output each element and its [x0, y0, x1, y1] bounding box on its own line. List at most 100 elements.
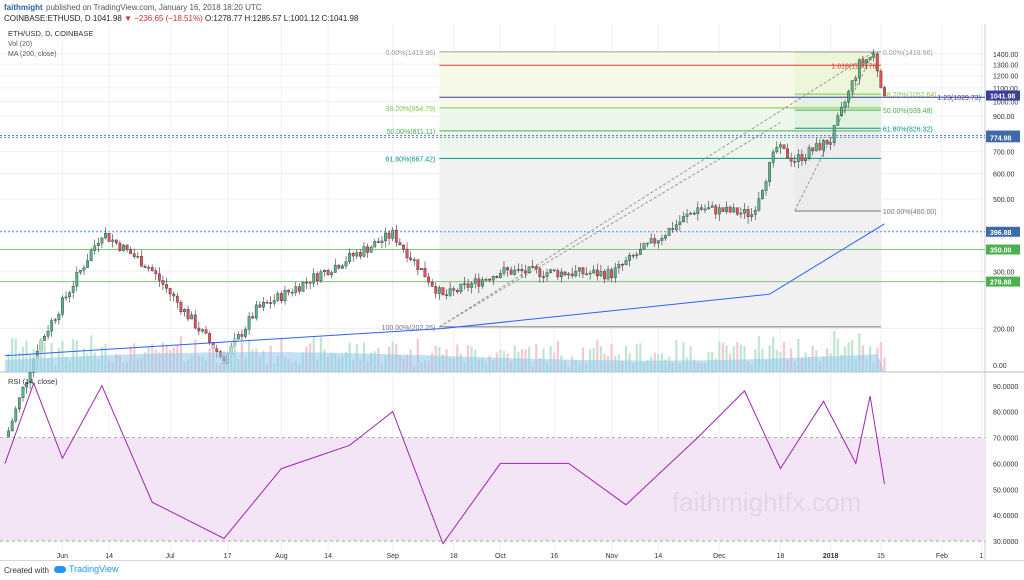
candle-body — [437, 287, 441, 294]
volume-bar — [757, 335, 760, 372]
candle-body — [204, 329, 208, 334]
candle-body — [64, 296, 68, 299]
candle-body — [183, 309, 186, 313]
candle-body — [86, 260, 89, 268]
volume-bar — [25, 340, 28, 372]
indicator-label: Vol (20) — [8, 41, 32, 48]
candle-body — [240, 334, 244, 337]
volume-bar — [836, 338, 839, 372]
candle-body — [21, 386, 25, 398]
candle-body — [581, 267, 585, 275]
candle-body — [588, 272, 592, 275]
time-tick-label: 14 — [324, 553, 332, 560]
footer: Created with TradingView — [0, 560, 1024, 580]
candle-body — [384, 232, 387, 242]
candle-body — [840, 106, 843, 116]
candle-body — [811, 147, 815, 152]
candle-body — [441, 287, 445, 295]
candle-body — [358, 252, 362, 257]
price-tick-label: 1000.00 — [993, 99, 1018, 106]
candle-body — [606, 269, 610, 280]
candle-body — [700, 207, 703, 210]
candle-body — [728, 206, 732, 213]
candle-body — [595, 269, 599, 277]
candle-body — [122, 244, 125, 251]
fib2-level-label: 61.80%(826.32) — [883, 126, 933, 133]
candle-body — [814, 143, 818, 152]
candle-body — [118, 242, 122, 251]
candle-body — [265, 302, 269, 304]
candle-body — [764, 181, 768, 191]
candle-body — [717, 207, 721, 215]
candle-body — [140, 256, 143, 267]
author-name[interactable]: faithmight — [4, 3, 43, 12]
rsi-tick-label: 60.0000 — [993, 461, 1018, 468]
candle-body — [215, 348, 219, 352]
candle-body — [786, 148, 789, 159]
time-tick-label: 16 — [550, 553, 558, 560]
price-chart[interactable]: 0.00%(1419.96) 38.20%(954.79) 50.00%(811.1… — [0, 24, 1024, 560]
candle-body — [498, 273, 502, 279]
volume-bar — [610, 344, 613, 372]
volume-bar — [639, 343, 642, 372]
candle-body — [599, 271, 603, 277]
volume-bar — [549, 345, 552, 372]
candle-body — [771, 151, 775, 163]
candle-body — [746, 209, 750, 217]
candle-body — [136, 256, 140, 258]
volume-bar — [883, 357, 886, 372]
candle-body — [692, 212, 696, 215]
candle-body — [323, 269, 326, 273]
candle-body — [197, 327, 201, 332]
price-tick-label: 1100.00 — [993, 86, 1018, 93]
candle-body — [344, 261, 348, 267]
candle-body — [193, 314, 197, 329]
price-change: −236.65 (−18.51%) — [134, 14, 203, 23]
candle-body — [409, 257, 413, 260]
candle-body — [10, 420, 14, 432]
candle-body — [294, 286, 298, 293]
time-tick-label: 15 — [877, 553, 885, 560]
fib2-level-label: 38.20%(1052.64) — [883, 92, 937, 99]
candle-body — [570, 273, 574, 277]
candle-body — [326, 269, 330, 276]
price-tick-label: 1200.00 — [993, 74, 1018, 81]
candle-body — [466, 283, 470, 288]
volume-bar — [75, 340, 78, 372]
time-tick-label: 1 — [979, 553, 983, 560]
candle-body — [420, 268, 423, 271]
candle-body — [470, 283, 474, 288]
chart-header: faithmight published on TradingView.com,… — [0, 0, 1024, 24]
candle-body — [262, 302, 265, 308]
candle-body — [735, 207, 739, 215]
candle-body — [638, 248, 642, 255]
candle-body — [682, 216, 685, 223]
ohlc-values: O:1278.77 H:1285.57 L:1001.12 C:1041.98 — [204, 14, 359, 23]
candle-body — [43, 336, 46, 341]
candle-body — [542, 276, 545, 278]
candle-body — [585, 273, 588, 276]
candle-body — [488, 279, 492, 281]
candle-body — [861, 59, 865, 64]
price-label: 396.88 — [990, 230, 1012, 237]
candle-body — [269, 302, 273, 304]
candle-body — [301, 281, 305, 292]
time-tick-label: 18 — [450, 553, 458, 560]
candle-body — [621, 263, 624, 266]
fib2-level-label: 50.00%(939.48) — [883, 108, 933, 115]
volume-bar — [635, 344, 638, 372]
candle-body — [452, 288, 456, 291]
candle-body — [577, 267, 581, 272]
candle-body — [175, 295, 179, 303]
candle-body — [463, 283, 466, 285]
tradingview-logo[interactable]: TradingView — [54, 564, 119, 574]
candle-body — [50, 320, 54, 332]
published-info: published on TradingView.com, January 16… — [46, 3, 262, 12]
candle-body — [793, 161, 797, 163]
candle-body — [739, 212, 743, 215]
rsi-tick-label: 50.0000 — [993, 487, 1018, 494]
candle-body — [280, 293, 283, 302]
candle-body — [366, 246, 369, 253]
candle-body — [631, 255, 635, 257]
candle-body — [538, 268, 542, 277]
